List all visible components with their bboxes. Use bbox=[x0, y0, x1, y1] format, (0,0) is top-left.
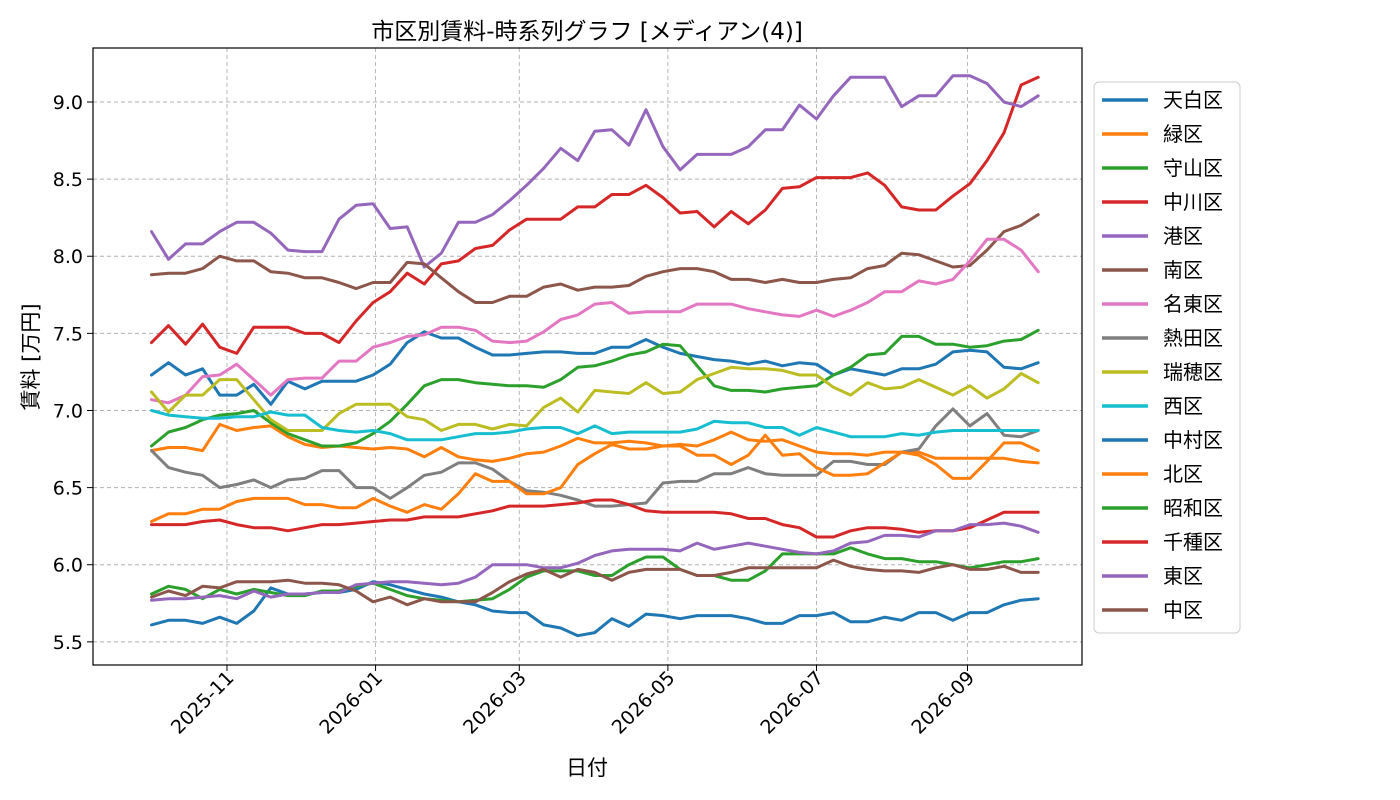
y-tick-label: 6.5 bbox=[53, 478, 83, 500]
series-line-8 bbox=[150, 407, 1040, 508]
legend-label: 守山区 bbox=[1163, 156, 1223, 180]
series-line-4 bbox=[150, 75, 1040, 355]
series-line-15 bbox=[150, 521, 1040, 602]
series-line-6 bbox=[150, 213, 1040, 304]
legend-label: 西区 bbox=[1163, 394, 1203, 418]
legend-label: 中川区 bbox=[1163, 190, 1223, 214]
y-tick-label: 8.5 bbox=[53, 169, 83, 191]
series-lines bbox=[150, 74, 1040, 638]
legend-label: 昭和区 bbox=[1163, 496, 1223, 520]
series-line-7 bbox=[150, 237, 1040, 405]
x-tick-label: 2026-05 bbox=[608, 667, 680, 739]
y-tick-label: 7.0 bbox=[53, 400, 83, 422]
series-line-10 bbox=[150, 409, 1040, 442]
legend-label: 緑区 bbox=[1163, 122, 1203, 146]
x-tick-label: 2026-09 bbox=[907, 667, 979, 739]
legend-label: 天白区 bbox=[1163, 88, 1223, 112]
x-tick-label: 2025-11 bbox=[167, 667, 239, 739]
y-axis-label: 賃料 [万円] bbox=[19, 303, 43, 410]
legend-label: 瑞穂区 bbox=[1163, 360, 1223, 384]
y-tick-label: 5.5 bbox=[53, 632, 83, 654]
x-axis-ticks: 2025-11 2026-01 2026-03 2026-05 2026-07 2026-… bbox=[167, 665, 979, 739]
plot-area-frame bbox=[92, 47, 1083, 666]
series-line-11 bbox=[150, 580, 1040, 638]
legend-label: 熱田区 bbox=[1163, 326, 1223, 350]
series-line-13 bbox=[150, 546, 1040, 604]
series-line-12 bbox=[150, 433, 1040, 523]
series-line-1 bbox=[150, 330, 1040, 406]
x-axis-label: 日付 bbox=[566, 756, 608, 780]
legend-label: 港区 bbox=[1163, 224, 1203, 248]
chart-title: 市区別賃料-時系列グラフ [メディアン(4)] bbox=[371, 19, 803, 45]
x-tick-label: 2026-07 bbox=[756, 667, 828, 739]
legend: 天白区緑区守山区中川区港区南区名東区熱田区瑞穂区西区中村区北区昭和区千種区東区中… bbox=[1093, 81, 1241, 634]
series-line-14 bbox=[150, 498, 1040, 539]
y-tick-label: 6.0 bbox=[53, 555, 83, 577]
legend-label: 中村区 bbox=[1163, 428, 1223, 452]
y-tick-label: 9.0 bbox=[53, 92, 83, 114]
legend-frame bbox=[1093, 81, 1241, 634]
y-axis-ticks: 5.5 6.0 6.5 7.0 7.5 8.0 8.5 9.0 bbox=[53, 92, 93, 654]
legend-label: 名東区 bbox=[1163, 292, 1223, 316]
series-line-9 bbox=[150, 365, 1040, 432]
legend-label: 北区 bbox=[1163, 462, 1203, 486]
y-tick-label: 7.5 bbox=[53, 323, 83, 345]
series-line-16 bbox=[150, 558, 1040, 607]
legend-label: 東区 bbox=[1163, 564, 1203, 588]
series-line-5 bbox=[150, 74, 1040, 269]
legend-label: 中区 bbox=[1163, 598, 1203, 622]
x-tick-label: 2026-01 bbox=[315, 667, 387, 739]
series-line-3 bbox=[150, 328, 1040, 448]
legend-label: 千種区 bbox=[1163, 530, 1223, 554]
series-line-2 bbox=[150, 422, 1040, 465]
y-tick-label: 8.0 bbox=[53, 246, 83, 268]
legend-label: 南区 bbox=[1163, 258, 1203, 282]
x-tick-label: 2026-03 bbox=[459, 667, 531, 739]
